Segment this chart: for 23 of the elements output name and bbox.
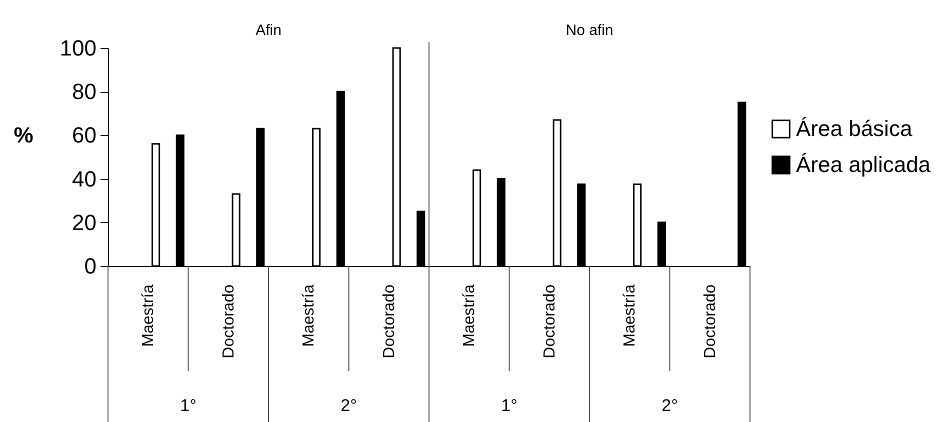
x-tick-label: Doctorado [220,284,238,358]
text: 2° [340,396,357,415]
x-tick-label: Doctorado [541,284,558,358]
y-tick-label: 100 [60,36,96,60]
text: No afin [566,22,614,39]
y-tick-label: 0 [84,254,96,278]
legend-label: Área básica [796,116,913,141]
x-tick-label: Maestría [140,284,158,347]
legend-label: Área aplicada [796,152,932,177]
text: 1° [501,396,518,415]
x-tick-label: Doctorado [380,284,398,358]
y-tick-label: 60 [72,122,96,148]
y-tick-label: 40 [72,166,96,192]
x-tick-label: Maestría [461,284,478,347]
y-tick-label: 20 [72,210,96,235]
y-axis-title: % [14,122,34,148]
x-tick-label: Doctorado [702,284,719,358]
x-tick-label: Maestría [300,284,318,347]
x-tick-label: Maestría [622,284,639,347]
y-tick-label: 80 [72,79,96,104]
text: 1° [180,396,196,415]
text: 2° [662,396,678,415]
text: Afin [256,22,282,39]
